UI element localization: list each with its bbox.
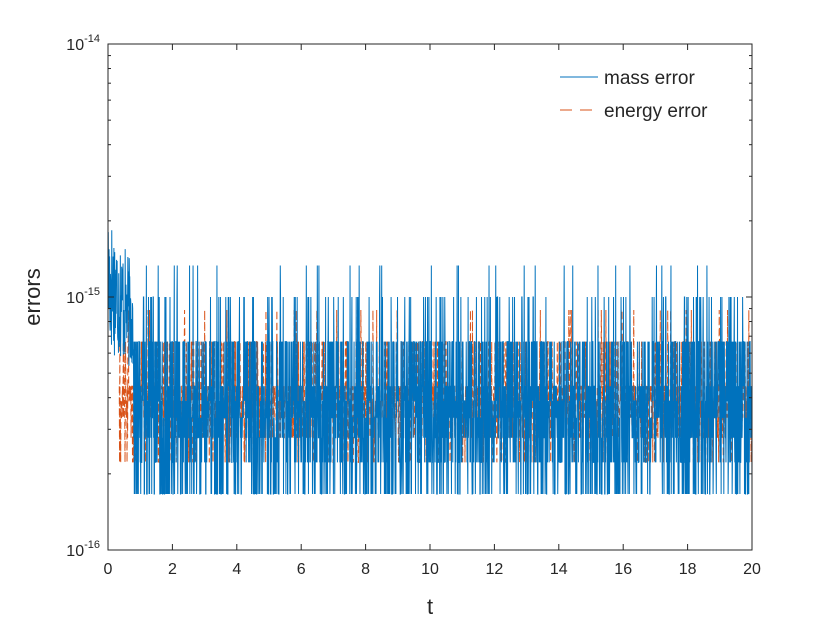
series-layer xyxy=(107,230,753,495)
x-tick-label: 6 xyxy=(297,561,306,578)
y-axis-label: errors xyxy=(20,268,45,325)
y-tick-label: 10-14 xyxy=(66,33,100,54)
x-axis-label: t xyxy=(427,594,433,619)
x-tick-label: 0 xyxy=(104,561,113,578)
legend: mass error energy error xyxy=(560,68,708,122)
x-tick-label: 18 xyxy=(679,561,697,578)
x-tick-label: 16 xyxy=(614,561,632,578)
legend-entry-mass-error: mass error xyxy=(604,68,695,89)
y-tick-label: 10-16 xyxy=(66,539,100,560)
series-mass-error xyxy=(107,230,753,495)
x-tick-label: 12 xyxy=(486,561,504,578)
legend-entry-energy-error: energy error xyxy=(604,101,708,122)
x-tick-label: 10 xyxy=(421,561,439,578)
x-tick-label: 20 xyxy=(743,561,761,578)
x-tick-label: 2 xyxy=(168,561,177,578)
ticks-layer: 0 2 4 6 8 10 12 14 16 18 20 10-16 10-15 10-14 xyxy=(66,33,761,578)
x-tick-label: 4 xyxy=(232,561,241,578)
y-tick-label: 10-15 xyxy=(66,286,100,307)
x-tick-label: 14 xyxy=(550,561,568,578)
x-tick-label: 8 xyxy=(361,561,370,578)
